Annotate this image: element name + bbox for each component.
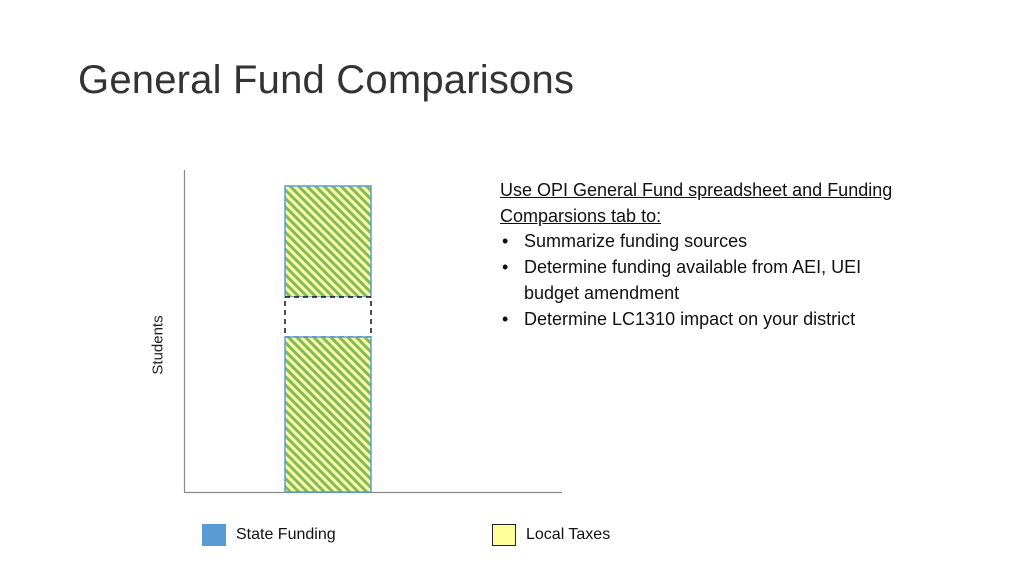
legend-swatch-state-funding <box>202 524 226 546</box>
bar-segment-gap <box>284 296 372 338</box>
bar-segment-lower <box>284 336 372 493</box>
bar-segment-upper <box>284 185 372 298</box>
legend-label: State Funding <box>236 526 336 543</box>
legend-item-local-taxes: Local Taxes <box>492 524 610 546</box>
stacked-bar <box>284 185 372 493</box>
instructions-heading: Use OPI General Fund spreadsheet and Fun… <box>500 180 893 226</box>
instructions-list: Summarize funding sources Determine fund… <box>500 229 910 332</box>
y-axis-label: Students <box>149 315 167 375</box>
slide-title: General Fund Comparisons <box>78 58 575 102</box>
legend-label: Local Taxes <box>526 526 611 543</box>
list-item: Determine LC1310 impact on your district <box>500 307 910 333</box>
instructions-text: Use OPI General Fund spreadsheet and Fun… <box>500 178 910 332</box>
list-item: Summarize funding sources <box>500 229 910 255</box>
list-item: Determine funding available from AEI, UE… <box>500 255 910 306</box>
legend-swatch-local-taxes <box>492 524 516 546</box>
legend-item-state-funding: State Funding <box>202 524 336 546</box>
